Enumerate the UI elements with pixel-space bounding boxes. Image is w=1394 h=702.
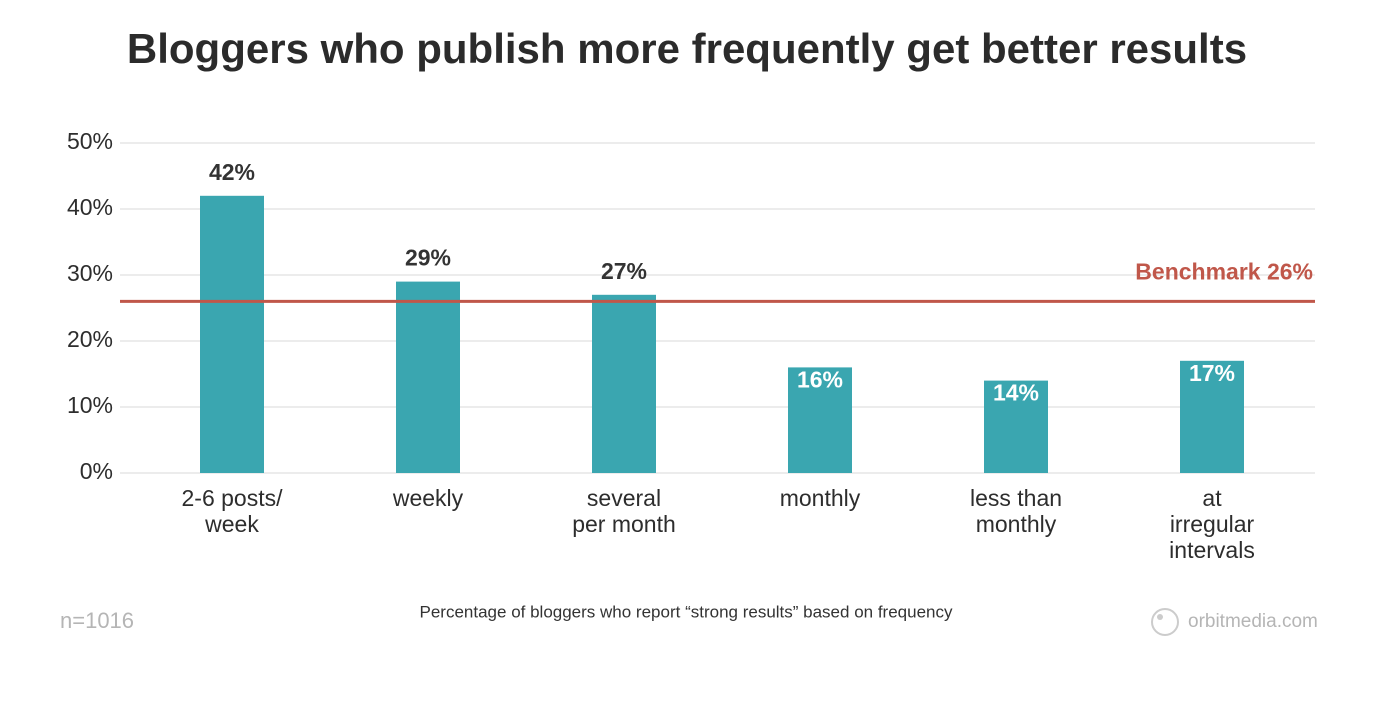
bar <box>788 367 852 473</box>
value-label: 27% <box>601 258 647 284</box>
value-label: 16% <box>797 366 843 392</box>
value-label: 42% <box>209 159 255 185</box>
x-tick-label: 2-6 posts/ week <box>181 485 283 537</box>
value-label: 29% <box>405 245 451 271</box>
x-tick-label: weekly <box>392 485 464 511</box>
bar <box>396 281 460 473</box>
bar <box>984 380 1048 473</box>
y-tick-label: 20% <box>67 326 113 352</box>
logo-icon <box>1151 608 1179 636</box>
x-tick-label: monthly <box>779 485 861 511</box>
y-tick-label: 0% <box>80 458 113 484</box>
x-tick-label: less than monthly <box>969 485 1063 537</box>
value-label: 17% <box>1189 360 1235 386</box>
y-tick-label: 10% <box>67 392 113 418</box>
logo-dot <box>1157 614 1163 620</box>
source: orbitmedia.com <box>1188 611 1318 632</box>
bar <box>592 294 656 473</box>
value-label: 14% <box>993 380 1039 406</box>
y-tick-label: 30% <box>67 260 113 286</box>
sample-size: n=1016 <box>60 608 134 633</box>
caption: Percentage of bloggers who report “stron… <box>420 602 953 621</box>
chart-title: Bloggers who publish more frequently get… <box>127 25 1247 72</box>
bar <box>200 195 264 474</box>
y-tick-label: 50% <box>67 128 113 154</box>
y-tick-label: 40% <box>67 194 113 220</box>
bar <box>1180 360 1244 473</box>
x-tick-label: at irregular intervals <box>1169 485 1255 563</box>
benchmark-label: Benchmark 26% <box>1135 258 1313 284</box>
x-tick-label: several per month <box>572 485 676 537</box>
